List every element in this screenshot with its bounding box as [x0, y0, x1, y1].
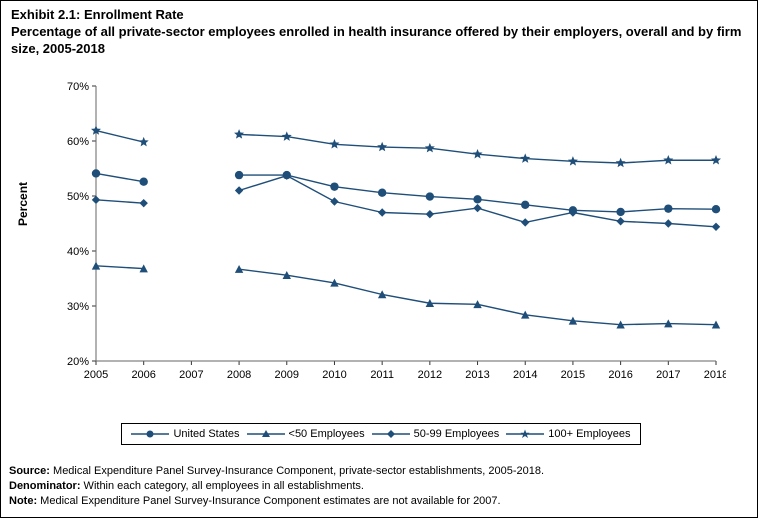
svg-text:40%: 40%	[67, 246, 89, 258]
source-text: Medical Expenditure Panel Survey-Insuran…	[50, 465, 544, 477]
legend-entry-us: United States	[131, 428, 239, 440]
svg-text:2017: 2017	[656, 369, 680, 381]
svg-text:2009: 2009	[275, 369, 299, 381]
svg-text:2007: 2007	[179, 369, 203, 381]
legend: United States <50 Employees 50-99 Employ…	[121, 423, 641, 445]
legend-swatch-circle-icon	[131, 428, 169, 440]
legend-swatch-triangle-icon	[247, 428, 285, 440]
legend-swatch-diamond-icon	[372, 428, 410, 440]
exhibit-subtitle: Percentage of all private-sector employe…	[11, 24, 747, 58]
svg-text:2012: 2012	[418, 369, 442, 381]
note-line: Note: Medical Expenditure Panel Survey-I…	[9, 494, 749, 509]
svg-text:60%: 60%	[67, 136, 89, 148]
source-label: Source:	[9, 465, 50, 477]
svg-text:2010: 2010	[322, 369, 346, 381]
svg-text:2016: 2016	[608, 369, 632, 381]
legend-label: <50 Employees	[289, 428, 365, 440]
legend-label: 100+ Employees	[548, 428, 630, 440]
footer-block: Source: Medical Expenditure Panel Survey…	[9, 464, 749, 509]
denom-text: Within each category, all employees in a…	[81, 480, 365, 492]
chart-container: Exhibit 2.1: Enrollment Rate Percentage …	[0, 0, 758, 518]
denom-label: Denominator:	[9, 480, 81, 492]
svg-text:50%: 50%	[67, 191, 89, 203]
svg-text:2008: 2008	[227, 369, 251, 381]
note-label: Note:	[9, 495, 37, 507]
legend-swatch-star-icon	[506, 428, 544, 440]
svg-text:20%: 20%	[67, 356, 89, 368]
svg-text:2018: 2018	[704, 369, 726, 381]
source-line: Source: Medical Expenditure Panel Survey…	[9, 464, 749, 479]
line-chart: 20% 30% 40% 50% 60% 70% 2005 2006 2007 2008 2009 20…	[66, 76, 726, 386]
svg-text:70%: 70%	[67, 81, 89, 93]
svg-text:2011: 2011	[370, 369, 394, 381]
svg-text:30%: 30%	[67, 301, 89, 313]
legend-entry-100plus: 100+ Employees	[506, 428, 630, 440]
title-block: Exhibit 2.1: Enrollment Rate Percentage …	[11, 7, 747, 58]
y-axis-label: Percent	[16, 182, 30, 226]
legend-label: 50-99 Employees	[414, 428, 500, 440]
svg-text:2013: 2013	[465, 369, 489, 381]
svg-text:2014: 2014	[513, 369, 537, 381]
note-text: Medical Expenditure Panel Survey-Insuran…	[37, 495, 500, 507]
exhibit-title: Exhibit 2.1: Enrollment Rate	[11, 7, 747, 24]
svg-text:2005: 2005	[84, 369, 108, 381]
svg-text:2006: 2006	[131, 369, 155, 381]
denominator-line: Denominator: Within each category, all e…	[9, 479, 749, 494]
legend-entry-50-99: 50-99 Employees	[372, 428, 500, 440]
legend-entry-lt50: <50 Employees	[247, 428, 365, 440]
svg-text:2015: 2015	[561, 369, 585, 381]
legend-label: United States	[173, 428, 239, 440]
